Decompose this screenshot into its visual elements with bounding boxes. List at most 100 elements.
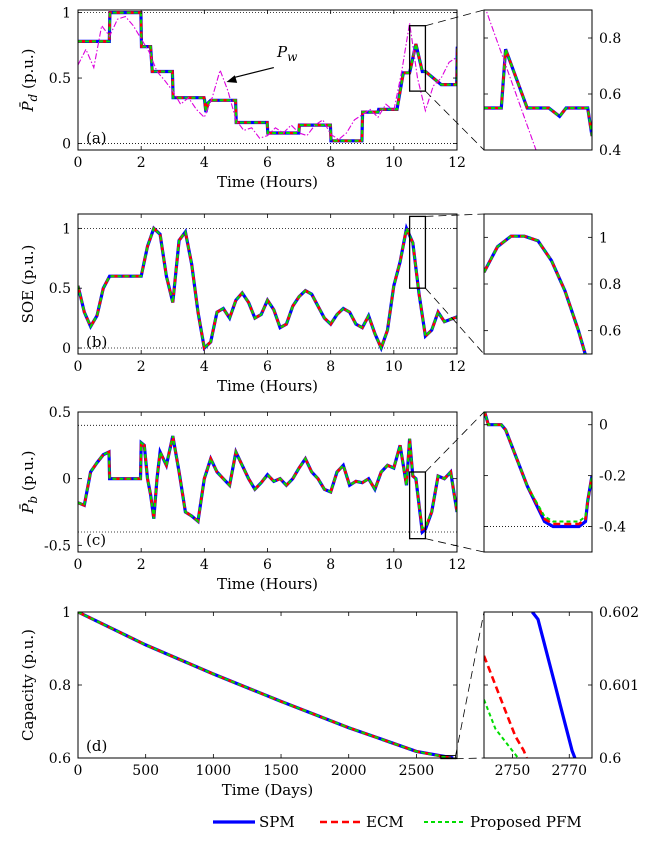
panel-d-x-tick-label: 1500 bbox=[263, 763, 299, 779]
panel-b-series-ecm bbox=[78, 224, 457, 352]
panel-b-series-spm bbox=[78, 223, 457, 353]
panel-d-x-tick-label: 2500 bbox=[399, 763, 435, 779]
panel-a-x-axis-label: Time (Hours) bbox=[217, 173, 318, 191]
panel-d-y-tick-label: 1 bbox=[62, 605, 71, 621]
pw-annotation: Pw bbox=[226, 43, 298, 83]
panel-a-y-tick-label: 1 bbox=[62, 6, 71, 22]
panel-c-x-axis-label: Time (Hours) bbox=[217, 575, 318, 593]
panel-c-x-tick-label: 4 bbox=[200, 557, 209, 573]
panel-b-zoom-series-ecm bbox=[484, 234, 587, 354]
panel-c-zoom-connector-bottom bbox=[425, 538, 485, 553]
panel-c-axes-frame bbox=[77, 411, 458, 553]
panel-b-zoom-y-tick-label: 1 bbox=[599, 230, 608, 246]
panel-c-series-proposed-pfm bbox=[78, 435, 457, 530]
panel-d-zoom-connector-bottom bbox=[455, 757, 485, 760]
panel-d-zoom-axes-frame bbox=[483, 611, 593, 759]
panel-d-zoom-series-spm bbox=[531, 612, 577, 758]
legend-label-ecm: ECM bbox=[366, 813, 404, 831]
panel-a-zoom-series-p-w bbox=[485, 10, 537, 150]
panel-a-y-tick-label: 0.5 bbox=[49, 71, 71, 87]
panel-d-y-axis-label: Capacity (p.u.) bbox=[19, 629, 37, 741]
panel-b-x-axis-label: Time (Hours) bbox=[217, 377, 318, 395]
panel-d-y-tick-label: 0.6 bbox=[49, 751, 71, 767]
panel-a-series-p-w bbox=[78, 15, 457, 141]
panel-a-series-ecm bbox=[78, 11, 457, 143]
panel-b-zoom-connector-top bbox=[425, 213, 485, 217]
panel-a-x-tick-label: 0 bbox=[74, 155, 83, 171]
panel-b-axes-frame bbox=[77, 213, 458, 355]
panel-a-y-tick-label: 0 bbox=[62, 136, 71, 152]
panel-c-y-axis-label: P̄b (p.u.) bbox=[19, 450, 40, 514]
panel-a-x-tick-label: 8 bbox=[326, 155, 335, 171]
panel-b-zoom-series-spm bbox=[484, 234, 587, 354]
panel-a-zoom-connector-bottom bbox=[425, 90, 485, 151]
panel-b-x-tick-label: 4 bbox=[200, 359, 209, 375]
panel-a-x-tick-label: 6 bbox=[263, 155, 272, 171]
legend: SPM ECM Proposed PFM bbox=[213, 813, 582, 831]
panel-d-zoom-series-proposed-pfm bbox=[484, 699, 519, 758]
panel-c-panel-label: (c) bbox=[86, 531, 106, 549]
panel-a-zoom-plot: 0.4 0.6 0.8 bbox=[483, 9, 621, 159]
panel-b-panel-label: (b) bbox=[86, 333, 107, 351]
panel-d-main-plot: 0 500 1000 1500 2000 2500 0.6 0.8 1 Time (Days) Ca… bbox=[19, 605, 485, 799]
pw-arrow-head bbox=[226, 75, 238, 83]
panel-c-zoom-y-tick-label: -0.2 bbox=[599, 469, 626, 485]
panel-c-zoom-y-tick-label: 0 bbox=[599, 418, 608, 434]
panel-d-series-spm bbox=[78, 612, 454, 758]
panel-b-zoom-region bbox=[408, 215, 427, 289]
panel-d-zoom-region bbox=[440, 754, 457, 760]
panel-b-zoom-plot: 0.6 0.8 1 bbox=[483, 213, 621, 355]
panel-a-panel-label: (a) bbox=[86, 129, 107, 147]
panel-b-y-tick-label: 0.5 bbox=[49, 281, 71, 297]
panel-a-zoom-series-ecm bbox=[484, 48, 592, 137]
panel-c-zoom-y-tick-label: -0.4 bbox=[599, 520, 626, 536]
panel-d-x-axis-label: Time (Days) bbox=[222, 781, 314, 799]
panel-d-zoom-y-tick-label: 0.601 bbox=[599, 678, 639, 694]
panel-c-series-ecm bbox=[78, 435, 457, 532]
panel-b-x-tick-label: 8 bbox=[326, 359, 335, 375]
panel-d-x-tick-label: 1000 bbox=[196, 763, 232, 779]
panel-d-zoom-connector-top bbox=[455, 611, 485, 756]
panel-a-y-axis-label: P̄d (p.u.) bbox=[19, 48, 40, 112]
panel-c-zoom-axes-frame bbox=[483, 411, 593, 553]
panel-c-y-tick-label: 0 bbox=[62, 472, 71, 488]
pw-arrow-shaft bbox=[232, 66, 274, 79]
panel-b-x-tick-label: 2 bbox=[137, 359, 146, 375]
panel-d-zoom-y-tick-label: 0.602 bbox=[599, 605, 639, 621]
panel-a-series-proposed-pfm bbox=[78, 11, 457, 142]
panel-a-zoom-series-proposed-pfm bbox=[484, 48, 592, 137]
panel-a-zoom-y-tick-label: 0.4 bbox=[599, 143, 621, 159]
panel-c-x-tick-label: 6 bbox=[263, 557, 272, 573]
panel-b-zoom-y-tick-label: 0.6 bbox=[599, 324, 621, 340]
panel-c-y-tick-label: 0.5 bbox=[49, 405, 71, 421]
panel-d-panel-label: (d) bbox=[86, 737, 107, 755]
panel-a-x-tick-label: 12 bbox=[448, 155, 466, 171]
panel-c-zoom-region bbox=[408, 471, 427, 540]
panel-d-axes-frame bbox=[77, 611, 458, 759]
panel-a-x-tick-label: 10 bbox=[385, 155, 403, 171]
panel-c-x-tick-label: 12 bbox=[448, 557, 466, 573]
panel-a-main-plot: 0 2 4 6 8 10 12 0 0.5 1 Time (Hours) P̄d (p.u.) (a) bbox=[19, 6, 485, 191]
panel-a-zoom-axes-frame bbox=[483, 9, 593, 151]
panel-a-zoom-series-spm bbox=[484, 48, 592, 137]
panel-c-x-tick-label: 10 bbox=[385, 557, 403, 573]
panel-d-x-tick-label: 500 bbox=[132, 763, 159, 779]
panel-c-x-tick-label: 2 bbox=[137, 557, 146, 573]
panel-b-x-tick-label: 10 bbox=[385, 359, 403, 375]
panel-d-zoom-x-tick-label: 2750 bbox=[495, 763, 531, 779]
panel-c-x-tick-label: 0 bbox=[74, 557, 83, 573]
panel-b-y-axis-label: SOE (p.u.) bbox=[19, 245, 37, 324]
panel-a-zoom-region bbox=[408, 25, 427, 92]
panel-c-x-tick-label: 8 bbox=[326, 557, 335, 573]
panel-a-zoom-connector-top bbox=[425, 9, 485, 27]
panel-b-zoom-series-proposed-pfm bbox=[484, 235, 587, 354]
panel-d-zoom-y-tick-label: 0.6 bbox=[599, 751, 621, 767]
panel-b-zoom-axes-frame bbox=[483, 213, 593, 355]
panel-d-y-tick-label: 0.8 bbox=[49, 678, 71, 694]
panel-d-series-ecm bbox=[78, 612, 452, 758]
panel-b-y-tick-label: 0 bbox=[62, 341, 71, 357]
panel-d-zoom-x-tick-label: 2770 bbox=[551, 763, 587, 779]
pw-annotation-label: Pw bbox=[276, 43, 298, 64]
panel-b-zoom-connector-bottom bbox=[425, 287, 485, 355]
panel-d-series-proposed-pfm bbox=[78, 612, 451, 758]
